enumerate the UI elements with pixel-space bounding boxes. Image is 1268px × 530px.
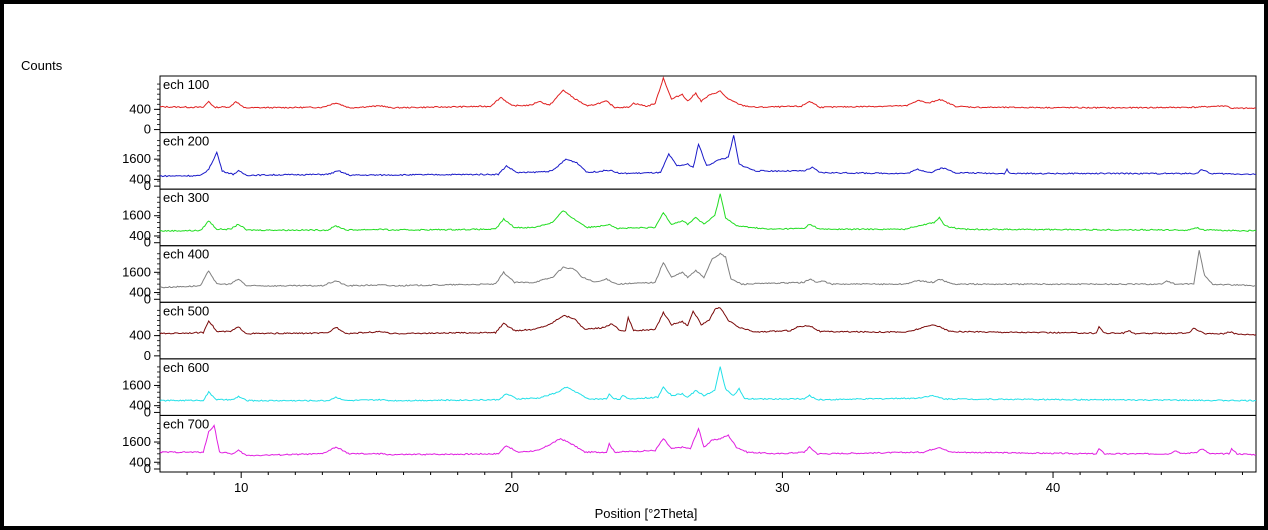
series-line [159,250,1256,289]
series-label: ech 700 [163,416,209,431]
y-tick-label: 1600 [122,264,151,279]
y-tick-label: 0 [144,348,151,363]
panel-border [159,245,1257,303]
y-tick-label: 400 [129,228,151,243]
x-axis-label: Position [°2Theta] [595,506,698,521]
y-tick-label: 0 [144,404,151,419]
series-label: ech 200 [163,134,209,149]
y-tick-label: 400 [129,101,151,116]
y-tick-label: 1600 [122,151,151,166]
y-tick-label: 400 [129,171,151,186]
panel-border [159,188,1257,247]
series-line [159,193,1257,233]
y-tick-label: 0 [144,461,151,476]
x-tick-label: 20 [505,480,519,495]
y-tick-label: 0 [144,122,151,137]
series-label: ech 300 [163,190,209,205]
series-label: ech 500 [163,303,209,318]
y-tick-label: 1600 [122,434,151,449]
y-tick-label: 1600 [122,377,151,392]
y-axis-label: Counts [21,58,63,73]
x-tick-label: 10 [234,480,248,495]
series-label: ech 100 [163,77,209,92]
series-line [159,424,1257,457]
y-tick-label: 0 [144,235,151,250]
y-tick-label: 400 [129,285,151,300]
panel-ech-100: 0 400 ech 100 [129,75,1257,137]
y-tick-label: 400 [129,454,151,469]
series-label: ech 600 [163,360,209,375]
y-tick-label: 0 [144,291,151,306]
series-line [159,135,1257,178]
x-tick-label: 40 [1046,480,1060,495]
y-tick-label: 0 [144,178,151,193]
series-line [159,307,1257,336]
panel-border [159,358,1257,416]
panel-border [159,75,1257,134]
y-tick-label: 400 [129,398,151,413]
panel-ech-500: 0 400 ech 500 [129,301,1257,363]
y-tick-label: 400 [129,328,151,343]
y-tick-label: 1600 [122,208,151,223]
series-line [159,76,1257,110]
panel-border [159,132,1257,190]
series-line [159,366,1257,402]
panel-border [159,301,1257,360]
series-label: ech 400 [163,247,209,262]
x-tick-label: 30 [775,480,789,495]
